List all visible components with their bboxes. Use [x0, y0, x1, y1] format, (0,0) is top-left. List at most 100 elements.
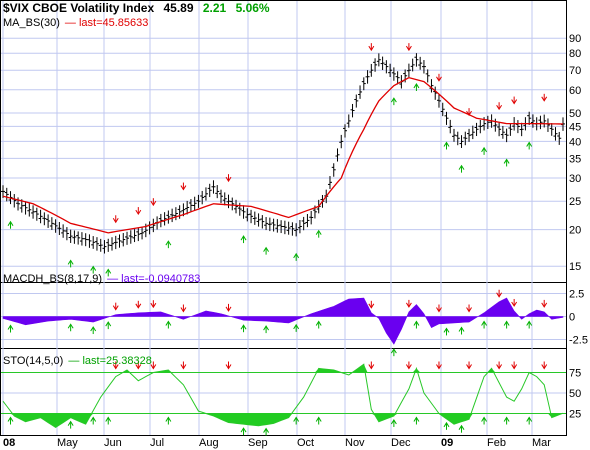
sto-sell-arrow — [150, 361, 157, 370]
macd-sell-arrow — [405, 299, 412, 308]
macd-buy-arrow-head — [90, 326, 97, 332]
price-tick-label: 40 — [569, 136, 581, 148]
price-buy-arrow-head — [105, 268, 112, 274]
price-sell-arrow-head — [466, 110, 472, 117]
price-buy-arrow-head — [503, 158, 510, 164]
macd-sell-arrow — [135, 300, 142, 309]
price-sell-arrow — [150, 198, 157, 207]
x-tick-label: Oct — [297, 437, 314, 449]
sto-sell-arrow — [496, 361, 503, 370]
macd-layer — [2, 297, 564, 345]
macd-tick-label: 0 — [569, 312, 575, 324]
sto-buy-arrow — [526, 416, 533, 425]
sto-legend: STO(14,5,0) — last=25.38328 — [3, 355, 152, 367]
sto-oversold-fill — [3, 413, 563, 428]
sto-buy-arrow — [67, 420, 74, 429]
sto-buy-arrow — [293, 416, 300, 425]
price-buy-arrow — [240, 235, 247, 244]
sto-tick-label: 25 — [569, 409, 581, 421]
price-sell-arrow-head — [511, 99, 518, 105]
price-buy-arrow — [443, 141, 450, 150]
sto-buy-arrow — [413, 416, 420, 425]
price-buy-arrow-head — [90, 265, 97, 271]
macd-buy-arrow-head — [481, 320, 487, 326]
macd-buy-arrow — [481, 320, 487, 329]
macd-sell-arrow — [150, 300, 157, 309]
sto-buy-arrow-head — [7, 416, 14, 422]
price-tick-label: 50 — [569, 108, 581, 120]
macd-buy-arrow-head — [390, 348, 397, 354]
sto-sell-arrow — [511, 361, 518, 370]
macd-sell-arrow — [112, 302, 119, 311]
macd-sell-arrow-head — [541, 302, 548, 308]
sto-sell-arrow — [112, 361, 119, 370]
macd-buy-arrow — [90, 326, 97, 335]
price-sell-arrow-head — [180, 185, 187, 191]
sto-sell-arrow-head — [225, 364, 232, 370]
sto-tick-label: 50 — [569, 388, 581, 400]
price-sell-arrow-head — [541, 96, 548, 102]
price-tick-label: 60 — [569, 85, 581, 97]
price-sell-arrow — [466, 108, 472, 117]
sto-buy-arrow-head — [263, 427, 270, 433]
grid-layer — [1, 1, 566, 435]
sto-buy-arrow — [105, 416, 112, 425]
x-tick-label: Jul — [150, 437, 164, 449]
x-tick-label: Nov — [345, 437, 365, 449]
price-sell-arrow-head — [225, 176, 232, 183]
macd-buy-arrow-head — [526, 320, 533, 326]
sto-layer — [1, 363, 566, 429]
macd-sell-arrow-head — [405, 302, 412, 308]
sto-buy-arrow — [7, 416, 14, 425]
macd-buy-arrow — [240, 324, 247, 333]
macd-sell-arrow-head — [511, 301, 518, 307]
macd-buy-arrow-head — [7, 324, 14, 330]
sto-sell-arrow-head — [405, 364, 412, 370]
sto-sell-arrow-head — [368, 364, 375, 370]
price-tick-label: 30 — [569, 173, 581, 185]
price-buy-arrow-head — [263, 246, 270, 252]
sto-sell-arrow — [368, 361, 375, 370]
macd-tick-label: -2.5 — [569, 335, 588, 347]
sto-buy-arrow-head — [481, 416, 487, 422]
price-buy-arrow-head — [67, 259, 74, 265]
x-tick-label: May — [57, 437, 78, 449]
price-buy-arrow-head — [315, 229, 322, 235]
sto-buy-arrow — [443, 421, 450, 430]
sto-buy-arrow — [315, 416, 322, 425]
price-buy-arrow — [526, 141, 533, 150]
sto-buy-arrow-head — [413, 416, 420, 422]
sto-sell-arrow-head — [180, 364, 187, 370]
price-sell-arrow — [541, 93, 548, 102]
price-tick-label: 25 — [569, 196, 581, 208]
sto-sell-arrow-head — [436, 364, 442, 370]
ma-line — [2, 76, 564, 234]
macd-buy-arrow-head — [458, 326, 465, 332]
sto-sell-arrow — [436, 361, 442, 370]
sto-sell-arrow — [135, 361, 142, 370]
sto-panel-frame — [0, 348, 567, 436]
price-sell-arrow — [135, 207, 142, 216]
price-sell-arrow — [496, 102, 503, 111]
sto-buy-arrow — [263, 427, 270, 436]
macd-sell-arrow — [180, 304, 187, 313]
sto-buy-arrow-head — [165, 416, 172, 422]
price-buy-arrow — [390, 97, 397, 106]
price-buy-arrow — [481, 146, 487, 155]
macd-sell-arrow-head — [135, 303, 142, 309]
sto-buy-arrow — [481, 416, 487, 425]
sto-buy-arrow-head — [503, 416, 510, 422]
price-buy-arrow-head — [390, 97, 397, 103]
macd-buy-arrow — [443, 327, 450, 336]
price-buy-arrow — [105, 268, 112, 277]
sto-buy-arrow-head — [390, 419, 397, 425]
sto-buy-arrow — [165, 416, 172, 425]
macd-buy-arrow — [165, 320, 172, 329]
macd-buy-arrow-head — [165, 320, 172, 326]
price-sell-arrow-head — [150, 200, 157, 207]
price-buy-arrow — [165, 240, 172, 249]
macd-sell-arrow-head — [180, 307, 187, 313]
price-buy-arrow-head — [165, 240, 172, 246]
